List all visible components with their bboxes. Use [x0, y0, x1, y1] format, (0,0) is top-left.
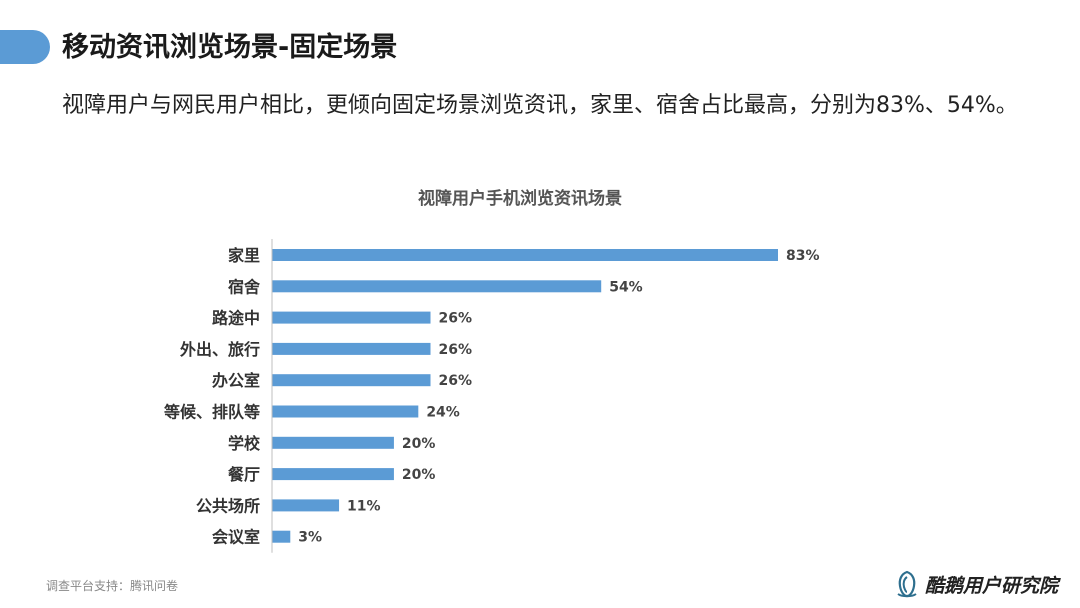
- brand-logo: 酷鹅用户研究院: [895, 570, 1058, 598]
- data-label: 3%: [298, 530, 322, 546]
- penguin-logo-icon: [897, 570, 917, 598]
- chart-title: 视障用户手机浏览资讯场景: [418, 188, 622, 209]
- brand-name: 酷鹅用户研究院: [924, 574, 1058, 597]
- data-label: 54%: [609, 279, 643, 295]
- bar-chart: 视障用户手机浏览资讯场景 家里 83% 宿舍 54% 路途中 26% 外出、旅行 26% 办公室…: [163, 188, 820, 553]
- data-label: 20%: [402, 436, 436, 452]
- category-label: 公共场所: [196, 496, 260, 515]
- data-label: 11%: [347, 498, 381, 514]
- bar: [272, 499, 340, 512]
- data-label: 24%: [426, 405, 460, 421]
- data-label: 26%: [439, 342, 473, 358]
- bar: [272, 468, 394, 481]
- category-label: 办公室: [212, 371, 260, 390]
- bar: [272, 436, 394, 449]
- bar: [272, 311, 431, 324]
- category-label: 外出、旅行: [179, 340, 260, 359]
- data-label: 20%: [402, 467, 436, 483]
- title-accent-bar: [0, 30, 50, 64]
- bar: [272, 342, 431, 355]
- bar: [272, 280, 602, 293]
- bar: [272, 405, 419, 418]
- source-note: 调查平台支持：腾讯问卷: [46, 579, 179, 593]
- category-label: 等候、排队等: [163, 403, 260, 422]
- category-label: 路途中: [212, 309, 260, 328]
- category-label: 宿舍: [228, 277, 261, 296]
- data-label: 26%: [439, 311, 473, 327]
- bar: [272, 374, 431, 387]
- category-label: 家里: [228, 246, 260, 265]
- page-subtitle: 视障用户与网民用户相比，更倾向固定场景浏览资讯，家里、宿舍占比最高，分别为83%…: [62, 93, 1018, 118]
- data-label: 83%: [786, 248, 820, 264]
- data-label: 26%: [439, 373, 473, 389]
- category-label: 餐厅: [227, 465, 260, 484]
- bar: [272, 530, 291, 543]
- bar: [272, 249, 778, 261]
- category-label: 学校: [228, 434, 261, 453]
- page-title: 移动资讯浏览场景-固定场景: [62, 32, 398, 63]
- category-label: 会议室: [212, 528, 260, 547]
